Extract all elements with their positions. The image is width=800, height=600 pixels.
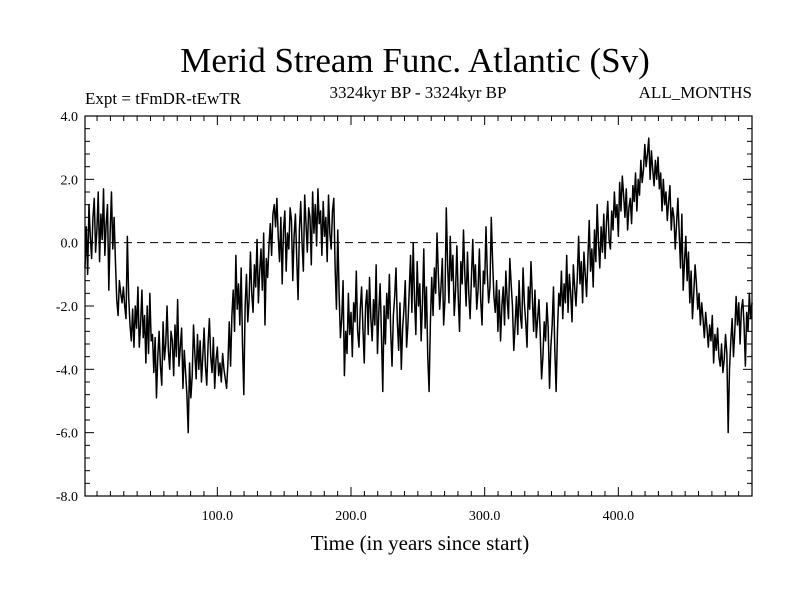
y-tick-label: 2.0	[61, 173, 79, 188]
y-tick-label: -2.0	[56, 300, 78, 315]
axis-ticks	[85, 115, 752, 497]
y-tick-label: 0.0	[61, 237, 79, 252]
y-tick-labels: -8.0 -6.0 -4.0 -2.0 0.0 2.0 4.0	[56, 110, 78, 505]
x-axis-label: Time (in years since start)	[311, 531, 530, 555]
x-tick-label: 400.0	[603, 509, 635, 524]
x-tick-label: 200.0	[335, 509, 367, 524]
y-tick-label: 4.0	[61, 110, 79, 125]
y-tick-label: -6.0	[56, 427, 78, 442]
subtitle-right: ALL_MONTHS	[639, 83, 752, 102]
series-line-merid-stream-func	[84, 137, 753, 434]
x-tick-label: 300.0	[469, 509, 501, 524]
y-tick-label: -8.0	[56, 490, 78, 505]
chart-title: Merid Stream Func. Atlantic (Sv)	[180, 41, 650, 80]
y-tick-label: -4.0	[56, 363, 78, 378]
subtitle-center: 3324kyr BP - 3324kyr BP	[330, 83, 507, 102]
x-tick-label: 100.0	[202, 509, 234, 524]
x-tick-labels: 100.0 200.0 300.0 400.0	[202, 509, 635, 524]
subtitle-left: Expt = tFmDR-tEwTR	[85, 89, 242, 108]
